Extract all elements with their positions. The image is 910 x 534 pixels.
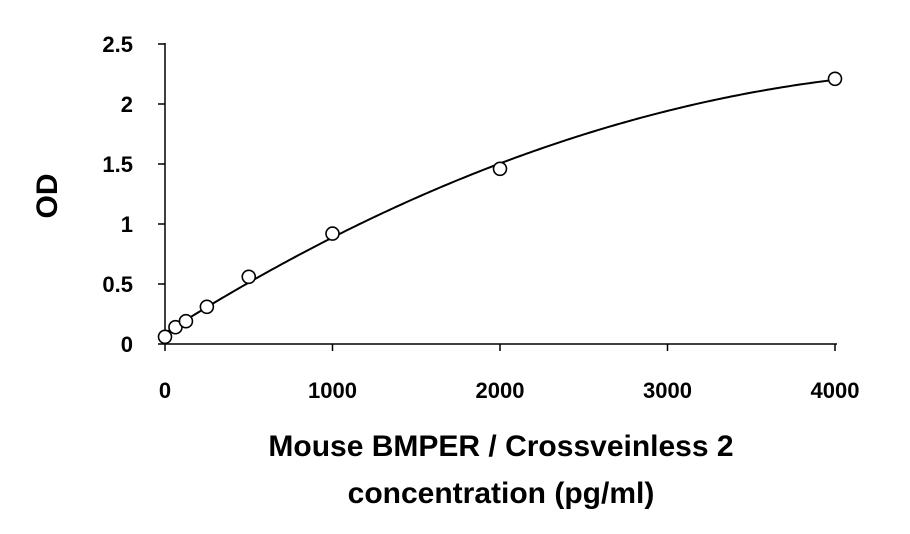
data-points	[157, 71, 843, 345]
y-tick-label: 0.5	[102, 272, 133, 297]
axes	[164, 43, 837, 345]
x-axis-title-line-2: concentration (pg/ml)	[348, 477, 655, 510]
data-point	[827, 71, 843, 87]
data-point	[199, 299, 215, 315]
y-tick-label: 2	[121, 92, 133, 117]
data-point	[157, 329, 173, 345]
y-tick-label: 0	[121, 332, 133, 357]
y-tick-label: 1.5	[102, 152, 133, 177]
x-tick-label: 3000	[643, 378, 692, 403]
data-point	[241, 269, 257, 285]
x-tick-label: 1000	[308, 378, 357, 403]
data-point	[492, 161, 508, 177]
y-tick-label: 2.5	[102, 32, 133, 57]
y-tick-label: 1	[121, 212, 133, 237]
fit-curve	[164, 78, 836, 334]
x-ticks: 0 1000 2000 3000 4000	[159, 344, 860, 403]
x-axis-title-line-1: Mouse BMPER / Crossveinless 2	[268, 430, 733, 463]
y-axis-title: OD	[31, 174, 64, 219]
x-tick-label: 4000	[811, 378, 860, 403]
y-ticks: 0 0.5 1 1.5 2 2.5	[102, 32, 165, 357]
x-tick-label: 2000	[476, 378, 525, 403]
data-point	[178, 313, 194, 329]
x-tick-label: 0	[159, 378, 171, 403]
data-point	[325, 226, 340, 241]
